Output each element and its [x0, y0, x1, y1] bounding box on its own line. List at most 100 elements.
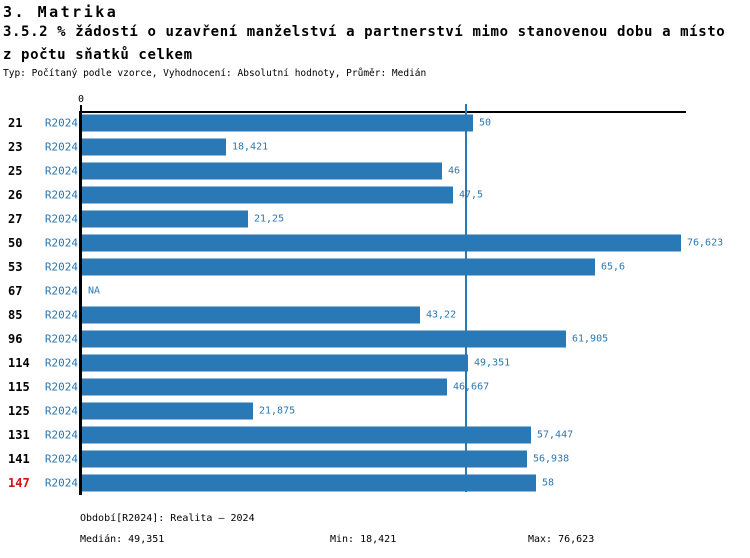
row-id-label: 125: [8, 404, 30, 418]
chart-row: 114 R2024 49,351: [0, 351, 750, 375]
axis-vertical-line: [79, 111, 82, 495]
median-line: [465, 104, 467, 492]
indicator-meta: Typ: Počítaný podle vzorce, Vyhodnocení:…: [3, 68, 427, 79]
bar-track: 76,623: [82, 234, 750, 252]
bar-track: NA: [82, 283, 750, 300]
bar: [82, 162, 442, 180]
row-id-label: 67: [8, 284, 23, 298]
indicator-title-line1: 3.5.2 % žádostí o uzavření manželství a …: [3, 24, 726, 40]
bar-track: 21,25: [82, 210, 750, 228]
bar: [82, 378, 447, 396]
bar-value-label: 58: [542, 477, 555, 489]
axis-zero-label: 0: [77, 94, 85, 105]
row-period-label: R2024: [44, 236, 78, 250]
chart-row: 26 R2024 47,5: [0, 183, 750, 207]
bar-value-label: 46,667: [453, 381, 490, 393]
bar-track: 49,351: [82, 354, 750, 372]
bar-value-label: 56,938: [533, 453, 570, 465]
row-period-label: R2024: [44, 380, 78, 394]
row-period-label: R2024: [44, 212, 78, 226]
row-period-label: R2024: [44, 356, 78, 370]
bar: [82, 450, 527, 468]
chart-row: 85 R2024 43,22: [0, 303, 750, 327]
footer-min-stat: Min: 18,421: [330, 534, 397, 545]
bar: [82, 258, 595, 276]
row-period-label: R2024: [44, 164, 78, 178]
bar-track: 61,905: [82, 330, 750, 348]
bar: [82, 426, 531, 444]
row-id-label: 131: [8, 428, 30, 442]
bar-value-label: NA: [88, 285, 101, 297]
row-period-label: R2024: [44, 260, 78, 274]
bar-value-label: 18,421: [232, 141, 269, 153]
bar-value-label: 65,6: [601, 261, 626, 273]
bar-value-label: 43,22: [426, 309, 457, 321]
bar-value-label: 57,447: [537, 429, 574, 441]
footer-median-stat: Medián: 49,351: [80, 534, 165, 545]
row-period-label: R2024: [44, 476, 78, 490]
chart-row: 96 R2024 61,905: [0, 327, 750, 351]
chart-row: 115 R2024 46,667: [0, 375, 750, 399]
bar: [82, 114, 473, 132]
bar-track: 58: [82, 474, 750, 492]
chart-row: 25 R2024 46: [0, 159, 750, 183]
row-id-label: 114: [8, 356, 30, 370]
chart-row: 147 R2024 58: [0, 471, 750, 495]
row-id-label: 53: [8, 260, 23, 274]
bar: [82, 474, 536, 492]
row-period-label: R2024: [44, 428, 78, 442]
row-id-label: 141: [8, 452, 30, 466]
chart-row: 67 R2024 NA: [0, 279, 750, 303]
bar: [82, 402, 253, 420]
bar: [82, 234, 681, 252]
bar-value-label: 21,875: [259, 405, 296, 417]
chart-row: 141 R2024 56,938: [0, 447, 750, 471]
indicator-title-line2: z počtu sňatků celkem: [3, 47, 193, 63]
bar-track: 47,5: [82, 186, 750, 204]
bar-value-label: 47,5: [459, 189, 484, 201]
axis-top-line: [80, 111, 686, 113]
bar-track: 18,421: [82, 138, 750, 156]
chart-row: 131 R2024 57,447: [0, 423, 750, 447]
bar-value-label: 46: [448, 165, 461, 177]
bar-value-label: 21,25: [254, 213, 285, 225]
chart-row: 27 R2024 21,25: [0, 207, 750, 231]
row-id-label: 26: [8, 188, 23, 202]
bar: [82, 330, 566, 348]
row-period-label: R2024: [44, 332, 78, 346]
row-id-label: 27: [8, 212, 23, 226]
bar: [82, 138, 226, 156]
row-period-label: R2024: [44, 404, 78, 418]
row-id-label: 23: [8, 140, 23, 154]
chart-row: 50 R2024 76,623: [0, 231, 750, 255]
axis-zero-tick: [80, 105, 82, 112]
row-id-label: 21: [8, 116, 23, 130]
row-id-label: 85: [8, 308, 23, 322]
bar: [82, 354, 468, 372]
row-period-label: R2024: [44, 452, 78, 466]
bar-value-label: 76,623: [687, 237, 724, 249]
footer-period: Období[R2024]: Realita – 2024: [80, 513, 255, 524]
row-period-label: R2024: [44, 188, 78, 202]
bar: [82, 210, 248, 228]
bar-value-label: 61,905: [572, 333, 609, 345]
row-id-label: 96: [8, 332, 23, 346]
row-id-label: 50: [8, 236, 23, 250]
row-period-label: R2024: [44, 308, 78, 322]
row-period-label: R2024: [44, 116, 78, 130]
report-section-title: 3. Matrika: [3, 3, 119, 21]
chart-row: 23 R2024 18,421: [0, 135, 750, 159]
row-period-label: R2024: [44, 140, 78, 154]
chart-row: 125 R2024 21,875: [0, 399, 750, 423]
chart-row: 53 R2024 65,6: [0, 255, 750, 279]
bar: [82, 186, 453, 204]
bar-track: 50: [82, 114, 750, 132]
row-id-label: 115: [8, 380, 30, 394]
bar-value-label: 49,351: [474, 357, 511, 369]
chart-row: 21 R2024 50: [0, 111, 750, 135]
bar-track: 56,938: [82, 450, 750, 468]
chart-rows: 21 R2024 50 23 R2024 18,421 25 R2024 46 26 R2024 47…: [0, 111, 750, 495]
bar-track: 57,447: [82, 426, 750, 444]
bar-track: 46,667: [82, 378, 750, 396]
